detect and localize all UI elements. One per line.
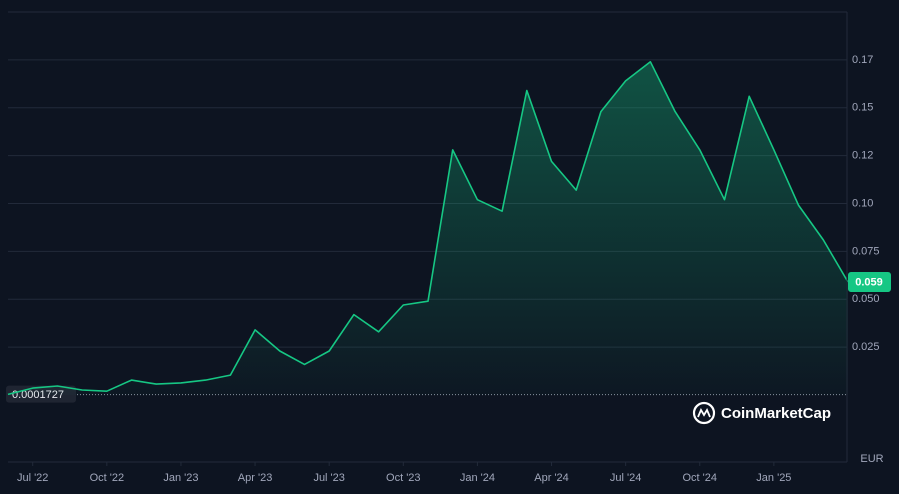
x-tick-label: Oct '24	[683, 472, 718, 484]
x-tick-label: Oct '22	[90, 472, 125, 484]
current-price-tag	[848, 272, 891, 293]
x-tick-label: Apr '23	[238, 472, 273, 484]
brand-name: CoinMarketCap	[721, 405, 831, 422]
x-tick-label: Jan '24	[460, 472, 495, 484]
currency-label: EUR	[860, 453, 883, 465]
y-tick-label: 0.17	[852, 54, 873, 66]
x-tick-label: Jul '23	[313, 472, 344, 484]
x-tick-label: Jan '25	[756, 472, 791, 484]
x-tick-label: Apr '24	[534, 472, 569, 484]
y-tick-label: 0.12	[852, 150, 873, 162]
x-tick-label: Jan '23	[163, 472, 198, 484]
x-tick-label: Oct '23	[386, 472, 421, 484]
plot: 0.025 0.050 0.075 0.10 0.12 0.15 0.17 Jul '22 Oc…	[6, 54, 891, 484]
y-tick-label: 0.025	[852, 341, 880, 353]
y-tick-label: 0.15	[852, 102, 873, 114]
y-tick-label: 0.10	[852, 197, 873, 209]
x-tick-label: Jul '22	[17, 472, 48, 484]
y-tick-label: 0.075	[852, 245, 880, 257]
area	[8, 61, 848, 396]
current-price-label: 0.059	[855, 276, 883, 288]
brand-logo: CoinMarketCap	[692, 401, 831, 425]
price-line	[7, 61, 849, 396]
x-tick-label: Jul '24	[610, 472, 641, 484]
y-tick-label: 0.050	[852, 293, 880, 305]
